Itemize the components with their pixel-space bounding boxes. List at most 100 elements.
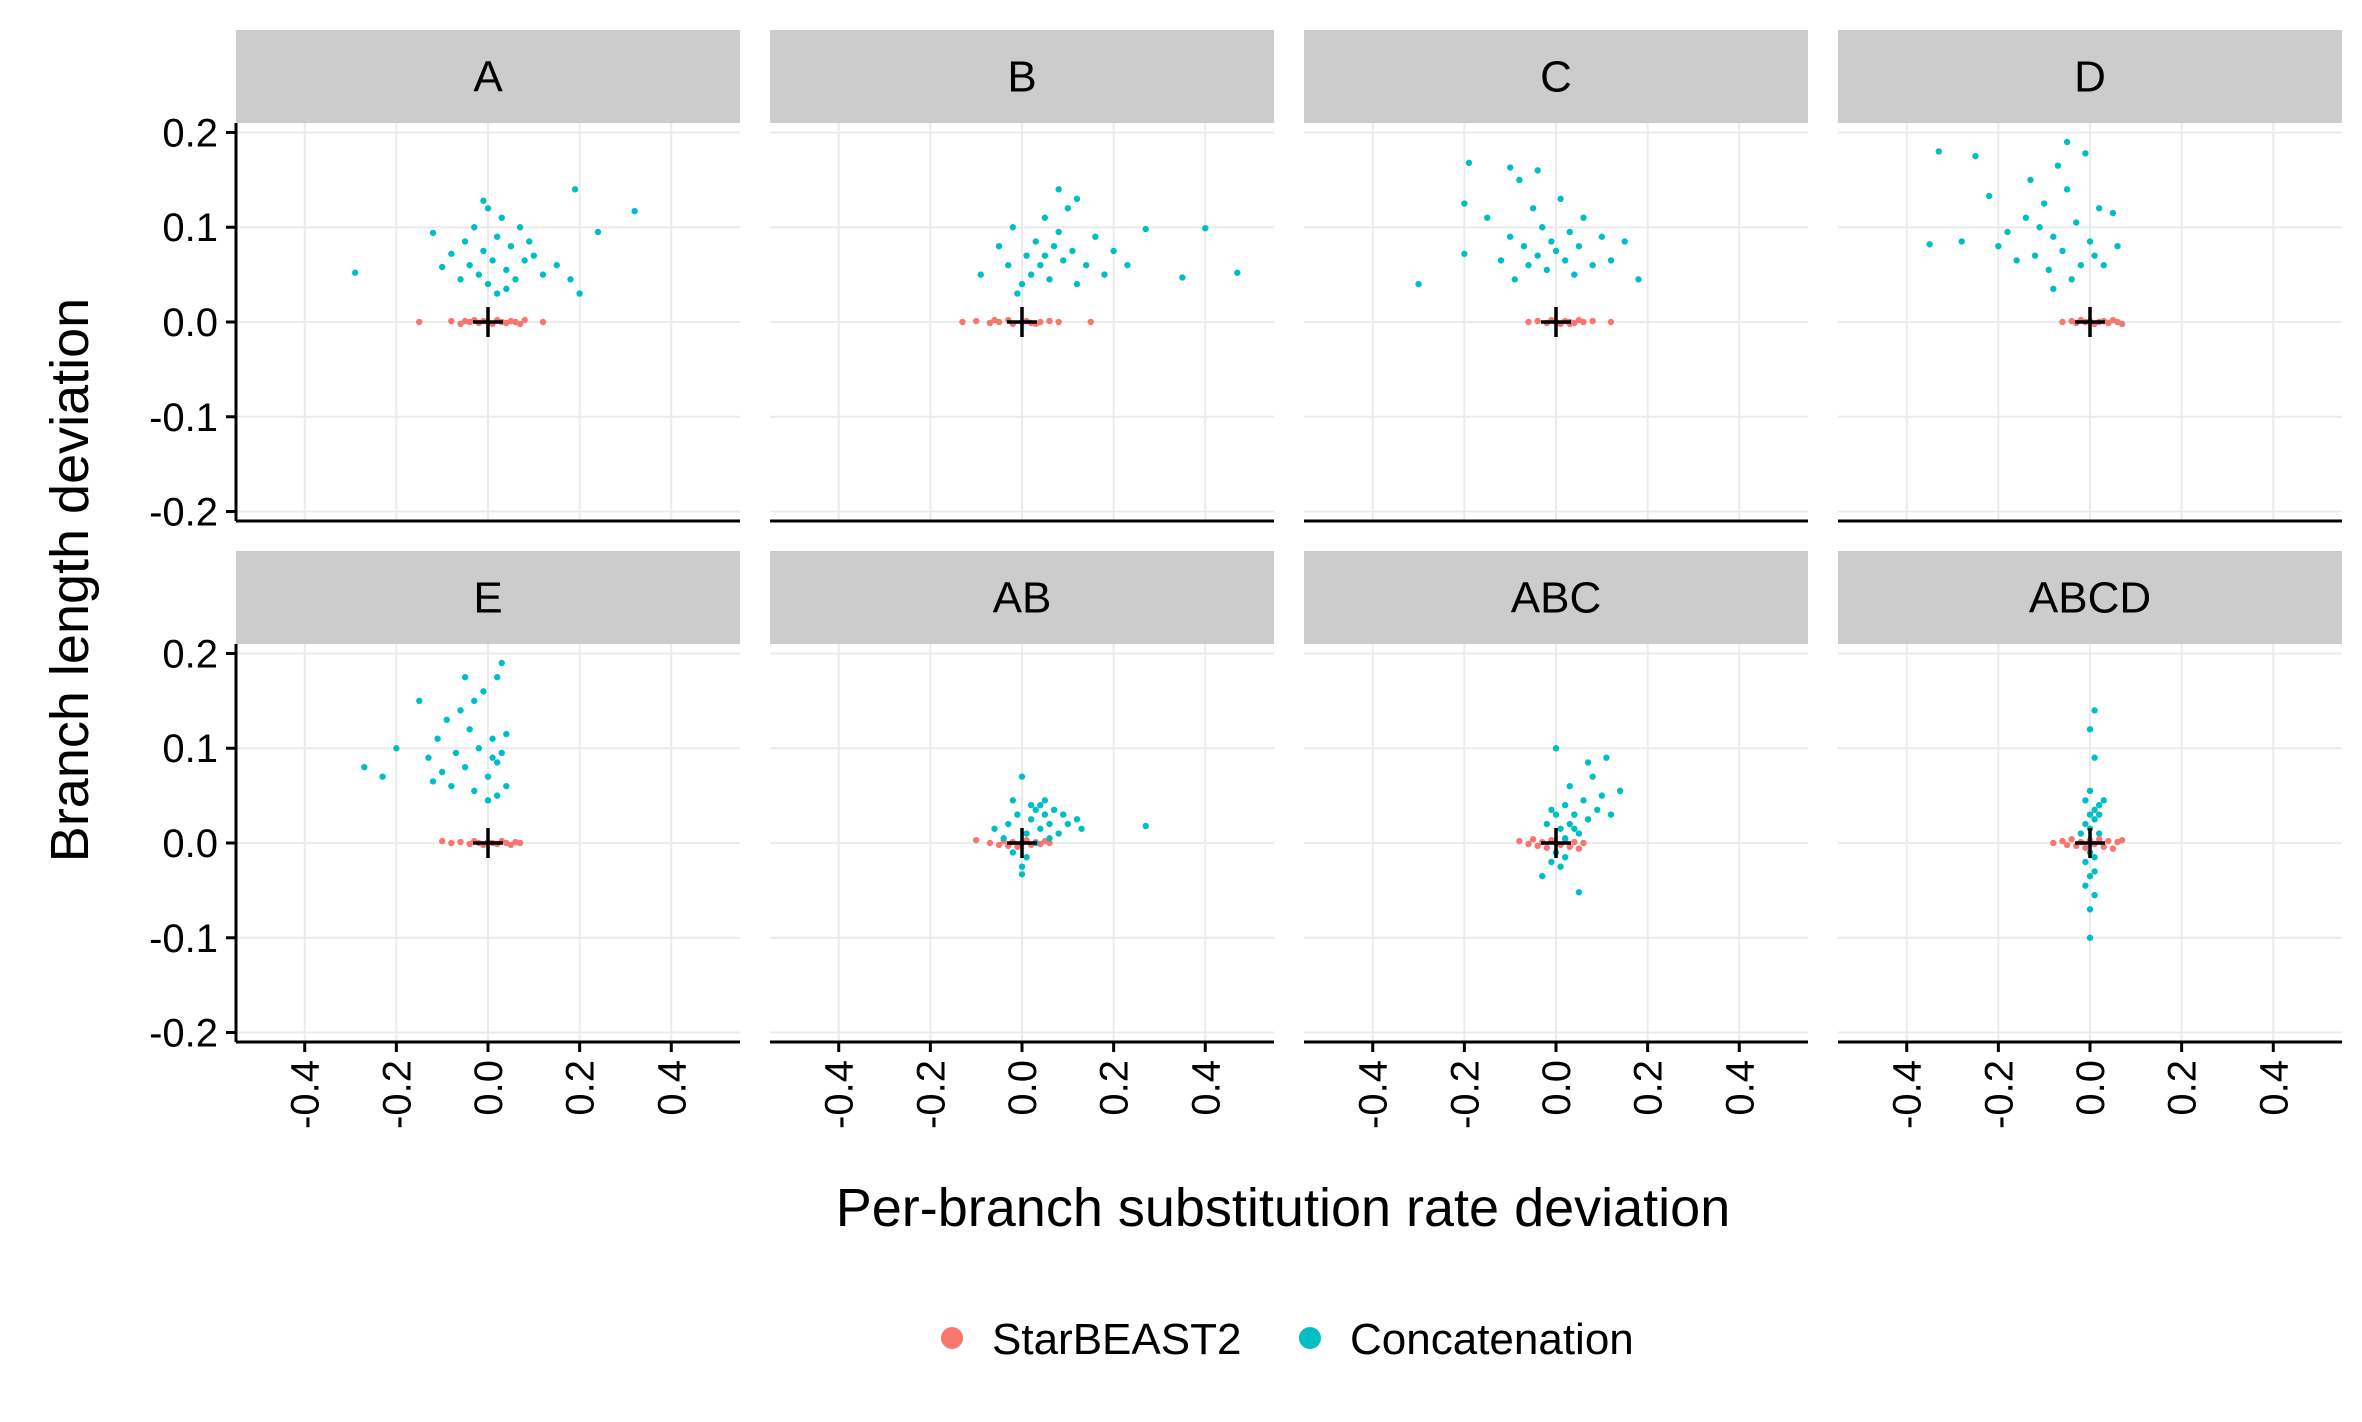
y-tick-label: -0.1: [149, 917, 218, 961]
concat-point: [1621, 238, 1628, 245]
concat-point: [1202, 224, 1209, 232]
concat-point: [516, 224, 524, 231]
concat-point: [1073, 195, 1081, 203]
x-tick-label: 0.0: [2069, 1060, 2113, 1116]
concat-point: [438, 768, 446, 776]
starbeast-point: [438, 837, 446, 845]
concat-point: [2091, 754, 2098, 761]
x-tick-label: -0.2: [909, 1060, 953, 1129]
starbeast-point: [991, 316, 998, 324]
concat-point: [1050, 806, 1058, 814]
concat-point: [1041, 811, 1049, 818]
starbeast-point: [516, 320, 524, 328]
concat-point: [1534, 252, 1541, 259]
concat-point: [1571, 811, 1578, 818]
concat-point: [1055, 186, 1062, 193]
concat-point: [530, 252, 538, 259]
concat-point: [443, 716, 450, 724]
concat-point: [1124, 261, 1131, 269]
starbeast-point: [1516, 837, 1523, 845]
concat-point: [480, 247, 487, 255]
starbeast-point: [539, 318, 547, 326]
concat-point: [631, 207, 638, 215]
concat-point: [1580, 797, 1587, 804]
y-tick-label: 0.2: [162, 111, 218, 155]
concat-point: [493, 290, 501, 297]
concat-point: [991, 825, 998, 832]
legend-item-starbeast2: StarBEAST2: [941, 1315, 1241, 1364]
concat-point: [1142, 822, 1149, 830]
concat-point: [2050, 233, 2057, 240]
x-axis-title: Per-branch substitution rate deviation: [836, 1178, 1731, 1238]
concat-point: [489, 735, 496, 742]
starbeast-point: [986, 839, 994, 847]
concat-point: [1050, 242, 1058, 250]
starbeast-point: [995, 841, 1003, 849]
concat-point: [2082, 858, 2089, 866]
concat-point: [471, 697, 478, 705]
reference-plus-marker: [1007, 307, 1037, 337]
concat-point: [1018, 280, 1026, 288]
starbeast-point: [516, 839, 524, 847]
concat-point: [2031, 252, 2039, 259]
concat-point: [1575, 242, 1583, 250]
y-axis-title: Branch length deviation: [40, 298, 100, 862]
concat-point: [1616, 787, 1624, 795]
strip-background: [236, 30, 740, 123]
strip-background: [1304, 30, 1808, 123]
concat-point: [1543, 820, 1551, 828]
x-tick-label: -0.4: [1352, 1060, 1396, 1129]
concat-point: [594, 228, 602, 236]
concat-point: [539, 271, 547, 278]
concat-point: [1520, 242, 1528, 250]
concat-point: [503, 266, 510, 274]
concat-point: [1465, 159, 1473, 166]
concat-point: [2073, 219, 2080, 226]
concat-point: [493, 792, 501, 799]
starbeast-point: [507, 841, 515, 849]
concat-point: [1589, 773, 1596, 780]
x-tick-label: 0.2: [1627, 1060, 1671, 1116]
concat-point: [2004, 228, 2011, 236]
x-tick-label: -0.4: [1886, 1060, 1930, 1129]
concat-point: [425, 754, 432, 761]
concat-point: [1561, 801, 1569, 809]
concat-point: [2086, 726, 2094, 733]
concat-point: [2082, 882, 2089, 889]
y-tick-label: 0.2: [162, 632, 218, 676]
concat-point: [1018, 773, 1026, 780]
starbeast-point: [1046, 839, 1053, 847]
concat-point: [1958, 238, 1965, 245]
strip-label: ABCD: [2029, 574, 2151, 623]
concat-point: [553, 261, 560, 269]
concat-point: [466, 726, 473, 733]
strip-label: B: [1007, 53, 1036, 102]
concat-point: [2091, 891, 2098, 899]
concat-point: [1516, 176, 1523, 184]
concat-point: [1023, 854, 1030, 861]
concat-point: [1539, 224, 1546, 231]
concat-point: [429, 229, 437, 237]
concat-point: [1506, 164, 1514, 171]
concat-point: [1561, 854, 1569, 861]
strip-label: D: [2074, 53, 2106, 102]
concat-point: [1548, 238, 1555, 245]
concat-point: [2068, 276, 2075, 283]
x-tick-label: 0.4: [1184, 1060, 1228, 1116]
concat-point: [2086, 872, 2094, 880]
concat-point: [448, 782, 455, 790]
starbeast-point: [1580, 839, 1587, 847]
concat-point: [461, 238, 469, 245]
concat-point: [2027, 176, 2034, 184]
concat-point: [2086, 238, 2094, 245]
concat-point: [1557, 863, 1564, 870]
concat-point: [2045, 266, 2052, 274]
starbeast-point: [1014, 843, 1021, 850]
reference-plus-marker: [1541, 828, 1571, 858]
concat-point: [1575, 830, 1583, 837]
strip-background: [1304, 551, 1808, 644]
concat-point: [1037, 825, 1044, 832]
strip-label: C: [1540, 53, 1572, 102]
reference-plus-marker: [2075, 828, 2105, 858]
